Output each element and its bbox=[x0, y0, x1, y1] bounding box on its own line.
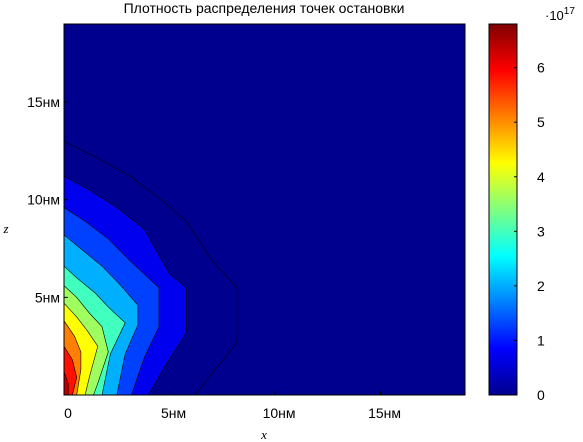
y-tick-label-0: 5нм bbox=[35, 289, 60, 305]
contour-fills bbox=[64, 140, 238, 395]
x-tick-label-2: 10нм bbox=[263, 405, 296, 421]
colorbar-ticks: 0 1 2 3 4 5 6 bbox=[514, 60, 545, 403]
colorbar-tick-label-4: 4 bbox=[537, 169, 545, 185]
plot-frame bbox=[63, 23, 466, 396]
y-axis-ticks: 5нм 10нм 15нм bbox=[27, 94, 68, 305]
colorbar-multiplier-base: ·10 bbox=[545, 8, 564, 23]
colorbar-tick-label-1: 1 bbox=[537, 332, 545, 348]
x-tick-label-3: 15нм bbox=[368, 405, 401, 421]
chart-title: Плотность распределения точек остановки bbox=[124, 0, 405, 16]
colorbar-tick-label-0: 0 bbox=[537, 387, 545, 403]
colorbar-multiplier: ·1017 bbox=[545, 6, 575, 23]
x-tick-label-1: 5нм bbox=[161, 405, 186, 421]
x-axis-label: x bbox=[260, 427, 267, 442]
y-tick-label-1: 10нм bbox=[27, 192, 60, 208]
y-tick-label-2: 15нм bbox=[27, 94, 60, 110]
colorbar-tick-label-6: 6 bbox=[537, 60, 545, 76]
colorbar-tick-label-5: 5 bbox=[537, 114, 545, 130]
colorbar-multiplier-exponent: 17 bbox=[564, 6, 576, 17]
x-tick-label-0: 0 bbox=[64, 405, 72, 421]
x-axis-ticks: 0 5нм 10нм 15нм bbox=[63, 391, 401, 421]
y-axis-label: z bbox=[2, 221, 8, 236]
colorbar-tick-label-3: 3 bbox=[537, 223, 545, 239]
colorbar-tick-label-2: 2 bbox=[537, 278, 545, 294]
contour-region-9 bbox=[64, 371, 69, 395]
colorbar bbox=[488, 23, 518, 396]
